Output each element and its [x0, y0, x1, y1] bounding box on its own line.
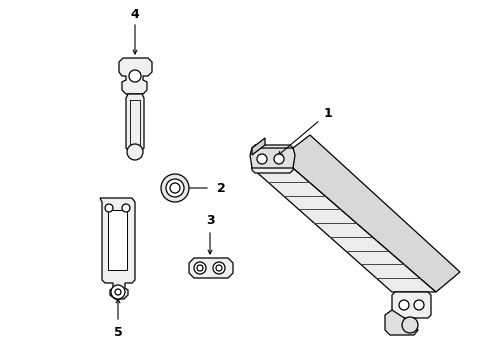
- Circle shape: [197, 265, 203, 271]
- Polygon shape: [252, 168, 436, 292]
- Polygon shape: [392, 292, 431, 318]
- Circle shape: [414, 300, 424, 310]
- Circle shape: [161, 174, 189, 202]
- Text: 2: 2: [217, 181, 225, 194]
- Polygon shape: [108, 210, 127, 270]
- Polygon shape: [189, 258, 233, 278]
- Circle shape: [402, 317, 418, 333]
- Circle shape: [399, 300, 409, 310]
- Text: 1: 1: [323, 107, 332, 120]
- Circle shape: [115, 289, 121, 295]
- Circle shape: [257, 154, 267, 164]
- Circle shape: [111, 285, 125, 299]
- Polygon shape: [252, 138, 265, 155]
- Circle shape: [105, 204, 113, 212]
- Polygon shape: [126, 94, 144, 152]
- Circle shape: [122, 204, 130, 212]
- Circle shape: [129, 70, 141, 82]
- Circle shape: [170, 183, 180, 193]
- Polygon shape: [293, 135, 460, 292]
- Polygon shape: [100, 198, 135, 299]
- Circle shape: [194, 262, 206, 274]
- Text: 4: 4: [131, 8, 139, 21]
- Circle shape: [213, 262, 225, 274]
- Polygon shape: [252, 145, 293, 173]
- Polygon shape: [385, 310, 418, 335]
- Circle shape: [127, 144, 143, 160]
- Circle shape: [216, 265, 222, 271]
- Circle shape: [274, 154, 284, 164]
- Text: 3: 3: [206, 213, 214, 226]
- Polygon shape: [250, 148, 295, 168]
- Circle shape: [166, 179, 184, 197]
- Polygon shape: [119, 58, 152, 94]
- Text: 5: 5: [114, 327, 122, 339]
